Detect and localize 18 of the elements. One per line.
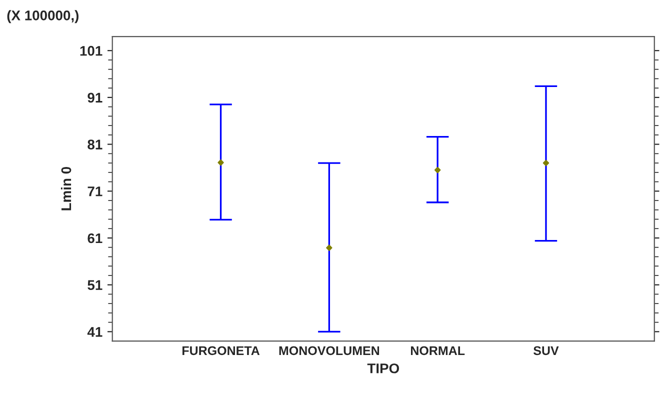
point: [218, 159, 224, 166]
point: [542, 160, 550, 166]
x-tick-label: FURGONETA: [182, 346, 260, 356]
y-tick-label: 61: [88, 233, 102, 244]
y-tick-label: 101: [80, 46, 102, 56]
text: (X 100000,): [7, 10, 78, 24]
x-tick-label: SUV: [533, 346, 559, 356]
y-tick-label: 91: [88, 92, 102, 103]
x-tick-label: MONOVOLUMEN: [279, 346, 380, 356]
y-tick-label: 41: [87, 327, 102, 337]
point: [434, 166, 441, 174]
y-tick-label: 71: [88, 186, 102, 196]
point: [326, 244, 332, 251]
y-axis-title: Lmin 0: [60, 166, 72, 210]
y-tick-label: 81: [88, 140, 102, 150]
x-axis-title: TIPO: [367, 363, 399, 374]
y-tick-label: 51: [88, 280, 102, 290]
x-tick-label: NORMAL: [410, 346, 465, 356]
